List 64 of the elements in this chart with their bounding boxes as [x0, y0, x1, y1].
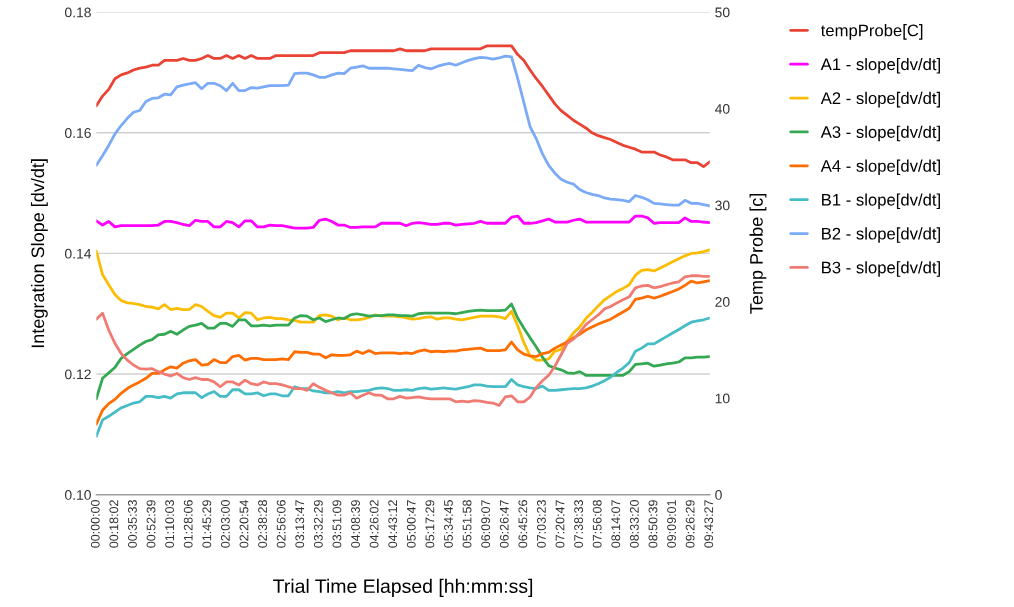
- line-series: [96, 214, 710, 230]
- y2-tick-label: 40: [714, 103, 730, 114]
- x-tick-label: 02:38:28: [258, 500, 267, 548]
- x-tick-label: 03:32:29: [313, 500, 323, 548]
- x-tick-label: 01:45:29: [202, 500, 212, 548]
- x-tick-label: 01:28:06: [183, 500, 193, 548]
- y-tick-label: 0.18: [64, 7, 91, 18]
- legend-label: B1 - slope[dv/dt]: [822, 193, 940, 209]
- y2-tick-label: 50: [715, 7, 730, 18]
- x-tick-label: 03:51:09: [332, 500, 342, 548]
- line-series: [96, 248, 710, 362]
- x-tick-label: 08:33:20: [629, 500, 639, 548]
- line-series: [96, 44, 710, 168]
- x-tick-label: 09:26:29: [685, 500, 695, 548]
- legend-label: B3 - slope[dv/dt]: [822, 261, 940, 277]
- x-tick-label: 04:08:39: [351, 500, 360, 548]
- y2-tick-label: 0: [715, 490, 722, 500]
- x-axis-title: Trial Time Elapsed [hh:mm:ss]: [273, 578, 533, 597]
- x-tick-label: 07:03:23: [536, 500, 546, 548]
- y2-axis-title: Temp Probe [c]: [749, 194, 767, 314]
- x-tick-label: 00:00:00: [90, 500, 100, 548]
- x-tick-label: 06:45:26: [518, 500, 528, 548]
- y-tick-label: 0.12: [64, 369, 91, 380]
- x-tick-label: 08:50:39: [648, 500, 658, 548]
- x-tick-label: 01:10:03: [165, 500, 175, 548]
- legend-label: A3 - slope[dv/dt]: [820, 125, 940, 142]
- line-series: [96, 279, 710, 426]
- x-tick-label: 08:14:07: [611, 500, 621, 548]
- line-series: [96, 302, 710, 401]
- x-tick-label: 03:13:47: [295, 500, 305, 548]
- legend-label: B2 - slope[dv/dt]: [822, 227, 940, 243]
- x-tick-label: 04:26:02: [369, 500, 379, 548]
- legend-label: tempProbe[C]: [820, 24, 923, 40]
- y2-tick-label: 20: [715, 297, 730, 307]
- y-axis-title: Integration Slope [dv/dt]: [30, 159, 48, 348]
- legend-label: A4 - slope[dv/dt]: [820, 159, 940, 176]
- y2-tick-label: 30: [715, 200, 730, 211]
- x-tick-label: 02:56:06: [276, 500, 286, 548]
- x-tick-label: 06:09:07: [481, 500, 491, 548]
- legend-label: A1 - slope[dv/dt]: [820, 57, 940, 74]
- x-tick-label: 06:26:47: [499, 500, 509, 548]
- x-tick-label: 05:00:47: [406, 500, 416, 548]
- x-tick-label: 00:52:39: [146, 500, 156, 548]
- line-series: [96, 54, 710, 208]
- x-tick-label: 07:20:47: [555, 500, 565, 548]
- x-tick-label: 09:09:01: [667, 500, 676, 548]
- y-tick-label: 0.16: [64, 128, 91, 138]
- x-tick-label: 07:56:08: [592, 500, 602, 548]
- x-tick-label: 00:35:33: [128, 500, 137, 548]
- legend-label: A2 - slope[dv/dt]: [820, 91, 940, 108]
- y2-tick-label: 10: [715, 393, 730, 404]
- y-tick-label: 0.10: [64, 490, 91, 500]
- x-tick-label: 02:20:54: [239, 499, 249, 548]
- x-tick-label: 05:17:29: [425, 500, 435, 548]
- y-tick-label: 0.14: [64, 248, 92, 259]
- x-tick-label: 04:43:12: [388, 500, 398, 548]
- line-series: [96, 274, 710, 407]
- x-tick-label: 07:38:33: [574, 500, 584, 548]
- x-tick-label: 02:03:00: [220, 500, 230, 548]
- x-tick-label: 05:51:58: [462, 500, 472, 548]
- x-tick-label: 05:34:45: [444, 500, 453, 548]
- line-series: [96, 316, 710, 438]
- x-tick-label: 09:43:27: [704, 500, 714, 548]
- x-tick-label: 00:18:02: [109, 500, 119, 548]
